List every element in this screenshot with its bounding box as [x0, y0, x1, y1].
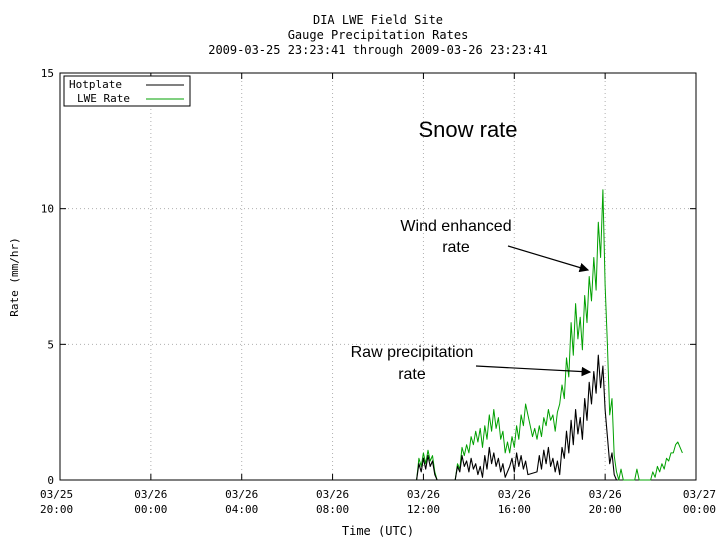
x-tick-label-date-3: 03/26	[316, 488, 349, 501]
x-tick-label-date-7: 03/27	[683, 488, 716, 501]
x-tick-label-time-3: 08:00	[316, 503, 349, 516]
annotation-raw-arrow	[475, 365, 592, 377]
annotation-wind-enhanced-line-1: Wind enhanced	[400, 218, 511, 235]
legend-box	[63, 75, 191, 107]
x-tick-label-date-5: 03/26	[498, 488, 531, 501]
x-tick-label-date-4: 03/26	[407, 488, 440, 501]
x-tick-label-time-5: 16:00	[498, 503, 531, 516]
legend-label-lwe-rate: LWE Rate	[77, 92, 130, 105]
series-line-hotplate	[416, 354, 618, 481]
x-tick-label-time-6: 20:00	[589, 503, 622, 516]
series-line-lwe-rate	[416, 189, 683, 481]
y-tick-label-0: 0	[47, 474, 54, 487]
grid	[60, 73, 696, 480]
y-axis: 0 5 10 15	[41, 67, 696, 487]
x-tick-label-time-0: 20:00	[40, 503, 73, 516]
x-tick-label-date-6: 03/26	[589, 488, 622, 501]
plot-frame	[59, 72, 697, 481]
annotation-raw-precip-line-1: Raw precipitation	[351, 344, 474, 361]
chart-title-line-3: 2009-03-25 23:23:41 through 2009-03-26 2…	[208, 43, 548, 57]
annotation-wind-arrow	[507, 245, 590, 273]
annotation-snow-rate: Snow rate	[418, 117, 517, 142]
annotation-wind-enhanced-line-2: rate	[442, 239, 470, 256]
legend: Hotplate LWE Rate	[63, 75, 191, 107]
y-tick-label-1: 5	[47, 338, 54, 351]
x-tick-label-time-1: 00:00	[134, 503, 167, 516]
x-tick-label-time-7: 00:00	[683, 503, 716, 516]
x-tick-label-date-1: 03/26	[134, 488, 167, 501]
x-tick-label-time-2: 04:00	[225, 503, 258, 516]
series-layer	[416, 189, 683, 481]
chart-title-line-2: Gauge Precipitation Rates	[288, 28, 469, 42]
x-tick-label-date-0: 03/25	[40, 488, 73, 501]
x-axis-label: Time (UTC)	[342, 524, 414, 538]
y-tick-label-2: 10	[41, 203, 54, 216]
legend-label-hotplate: Hotplate	[69, 78, 122, 91]
y-tick-label-3: 15	[41, 67, 54, 80]
annotation-raw-precip-line-2: rate	[398, 366, 426, 383]
x-tick-label-date-2: 03/26	[225, 488, 258, 501]
chart-title-line-1: DIA LWE Field Site	[313, 13, 443, 27]
x-axis: 03/25 20:00 03/26 00:00 03/26 04:00 03/26 08:00…	[40, 73, 716, 516]
x-tick-label-time-4: 12:00	[407, 503, 440, 516]
y-axis-label: Rate (mm/hr)	[8, 237, 21, 316]
